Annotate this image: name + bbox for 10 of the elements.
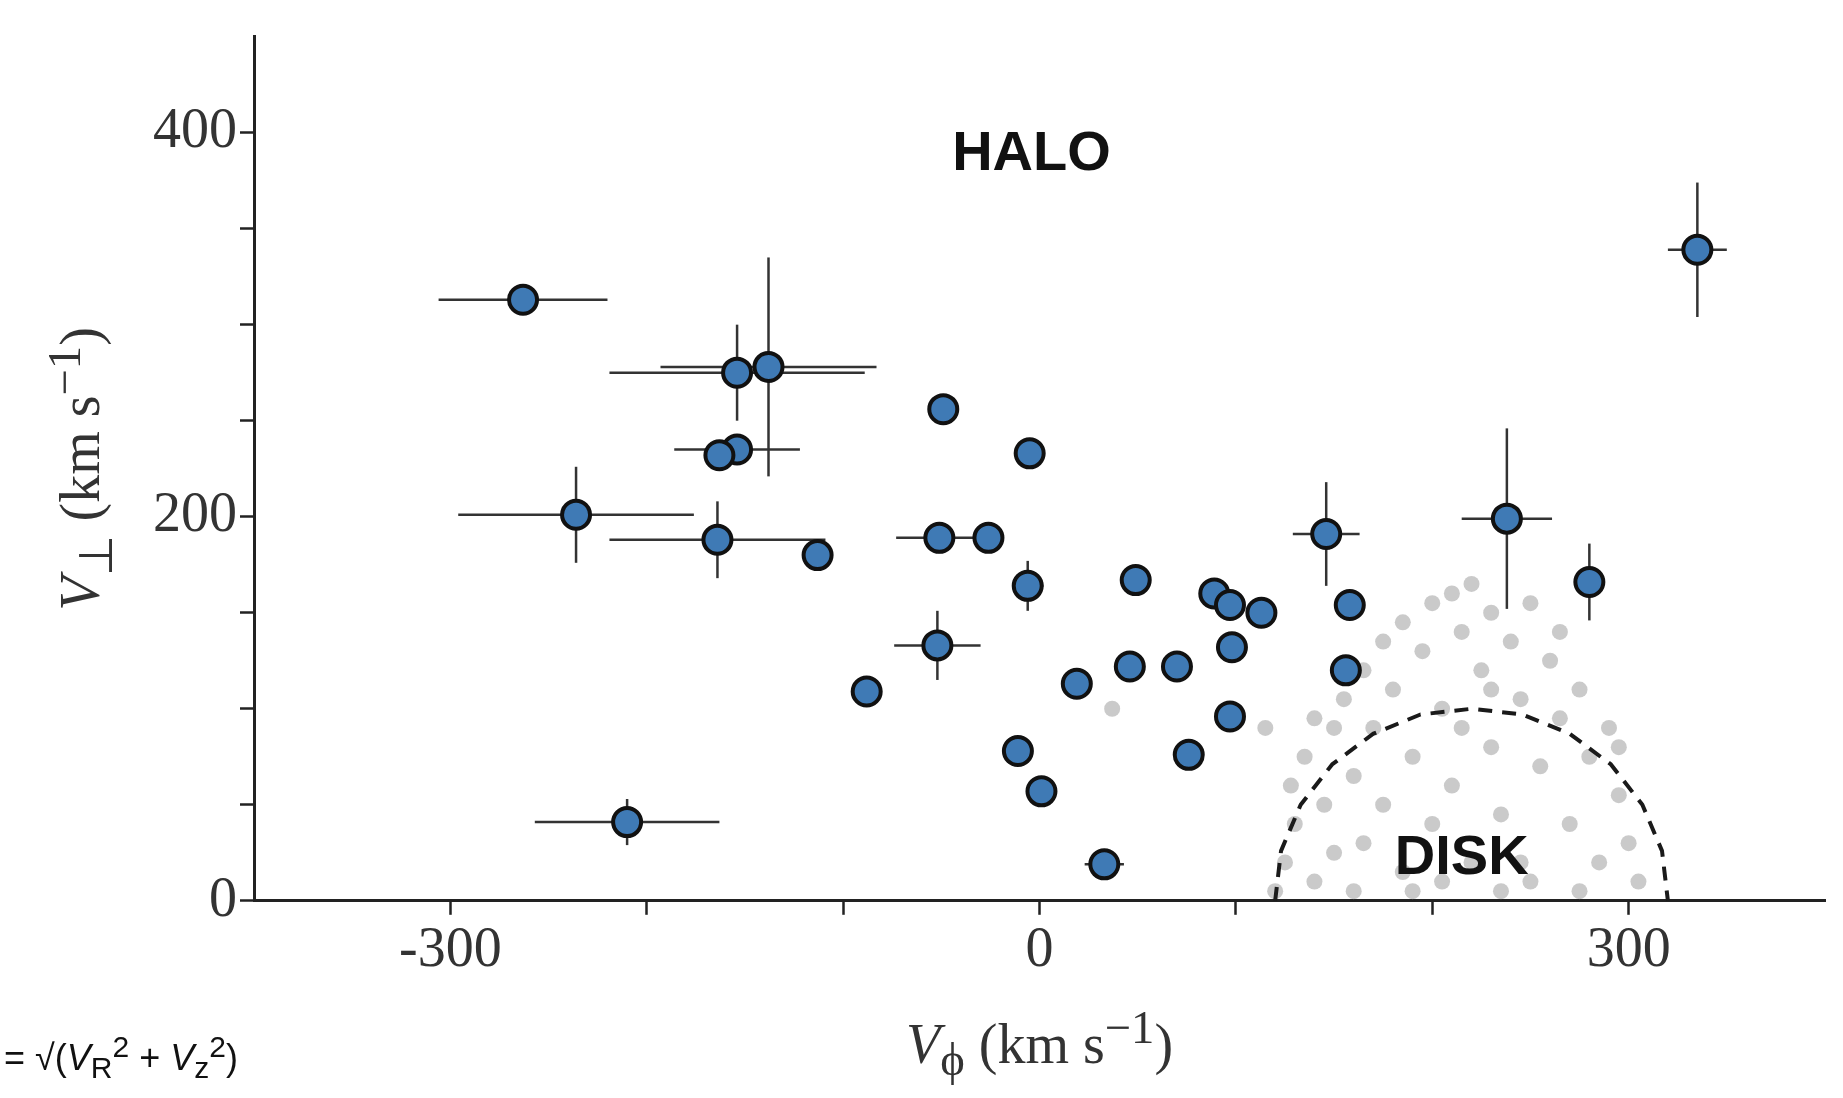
text: = √(V$_{R}$$^{2}$ + V$_{z}$$^{2}$) (4, 1030, 238, 1085)
x-tick-label: 300 (1586, 916, 1671, 979)
y-tick-label: 200 (153, 481, 237, 544)
annotation: HALO (952, 119, 1111, 183)
x-tick-label: -300 (399, 916, 502, 979)
x-tick-label: 0 (1025, 916, 1054, 979)
x-axis-title: V$_{ϕ}$ (km s$^{−1}$) (906, 1000, 1174, 1086)
y-tick-label: 400 (153, 97, 237, 160)
annotation: DISK (1394, 822, 1529, 886)
y-tick-label: 0 (209, 865, 237, 928)
